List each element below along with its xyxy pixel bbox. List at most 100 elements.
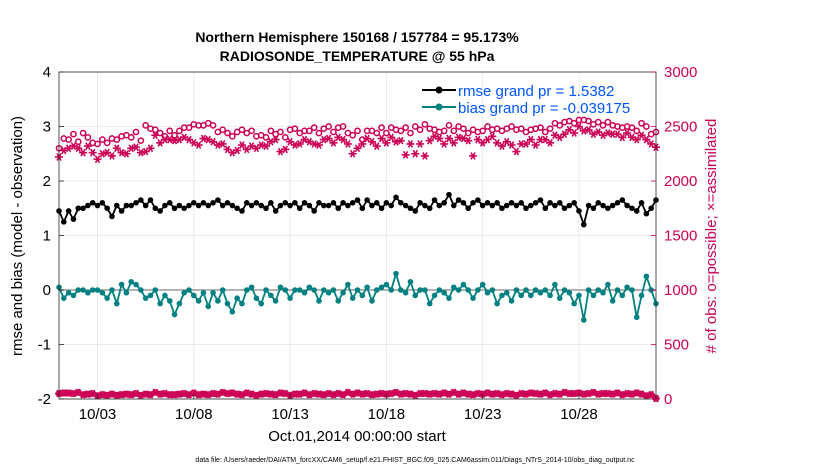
obs-possible-point [416,126,424,134]
bias-point [402,289,409,296]
rmse-point [638,200,645,206]
rmse-point [239,208,245,214]
obs-possible-point [556,122,564,129]
rmse-point [138,197,144,203]
obs-assimilated-point [632,135,641,144]
obs-assimilated-point [310,140,319,148]
data-marks [55,116,660,403]
rmse-point [94,202,101,209]
obs-assimilated-point [122,149,131,158]
obs-assimilated-point [469,152,478,160]
obs-possible-point [383,129,390,137]
bias-point [383,281,390,288]
obs-assimilated-point [237,141,246,149]
obs-possible-point [445,122,453,129]
obs-assimilated-point [440,140,449,148]
bias-point [518,292,524,299]
rmse-point [542,205,549,212]
rmse-point [552,202,558,209]
obs-possible-point [599,122,607,129]
bias-point [292,287,298,293]
bias-point [619,292,626,299]
rmse-point [407,205,414,212]
rmse-point [364,197,370,203]
bias-point [89,287,96,293]
rmse-point [412,208,419,214]
obs-assimilated-point [358,140,367,148]
bias-point [234,295,240,301]
bias-point [340,289,346,296]
obs-assimilated-point [329,138,338,147]
obs-assimilated-point [526,135,535,144]
rmse-point [296,205,303,212]
rmse-point [330,200,337,206]
rmse-point [576,208,582,214]
rmse-point [523,205,529,212]
obs-assimilated-point [79,148,88,157]
legend: rmse grand pr = 1.5382 bias grand pr = -… [422,83,630,117]
bias-point [470,295,476,301]
obs-possible-point [137,137,145,145]
obs-possible-point [402,124,409,131]
bias-point [532,287,539,293]
bias-point [523,287,529,293]
rmse-point [489,202,496,209]
rmse-point [258,202,265,209]
obs-assimilated-point [387,133,396,142]
rmse-point [422,202,428,209]
rmse-point [595,200,602,206]
bias-point [503,289,510,296]
obs-assimilated-point [213,141,222,149]
rmse-point [417,200,423,206]
y-right-tick-label: 2000 [664,173,697,190]
rmse-point [89,200,96,206]
bias-point [499,292,505,299]
bias-point [301,289,308,296]
obs-possible-point [156,129,164,137]
obs-possible-point [330,128,337,136]
bias-point [243,287,250,293]
obs-possible-point [315,129,323,137]
bias-point [248,284,255,291]
bias-point [542,287,549,293]
rmse-point [619,197,626,203]
obs-assimilated-point [579,126,588,135]
obs-assimilated-point [117,148,126,157]
rmse-point [253,200,260,206]
bias-point [446,295,452,301]
y-axis-right-label: # of obs: o=possible; ×=assimilated [703,119,720,354]
rmse-point [142,202,149,209]
obs-assimilated-point [353,144,362,153]
bias-point [436,287,443,293]
bias-point [629,287,635,293]
bias-point [138,287,144,293]
obs-possible-point [484,123,491,130]
bias-point [441,289,447,296]
obs-assimilated-point [416,140,425,148]
rmse-point [499,205,505,212]
rmse-point [80,205,86,212]
bias-point [239,300,245,307]
rmse-point [292,200,298,206]
obs-possible-point [628,124,636,131]
legend-rmse-label: rmse grand pr = 1.5382 [458,83,614,100]
bias-point [162,292,168,299]
obs-possible-point [541,128,549,136]
obs-assimilated-point [233,146,242,155]
bias-point [181,289,187,296]
bias-point [224,300,231,307]
bias-point [147,292,154,299]
bias-point [186,287,192,293]
bias-point [600,289,606,296]
obs-assimilated-point [464,136,473,145]
obs-possible-point [98,136,106,143]
obs-possible-point [142,122,150,129]
obs-assimilated-point [262,142,271,150]
obs-possible-point [508,123,515,130]
obs-assimilated-point [218,140,227,148]
rmse-point [243,200,250,206]
bias-point [61,295,67,301]
obs-possible-point [421,120,429,128]
bias-point [205,303,212,310]
rmse-point [388,202,395,209]
